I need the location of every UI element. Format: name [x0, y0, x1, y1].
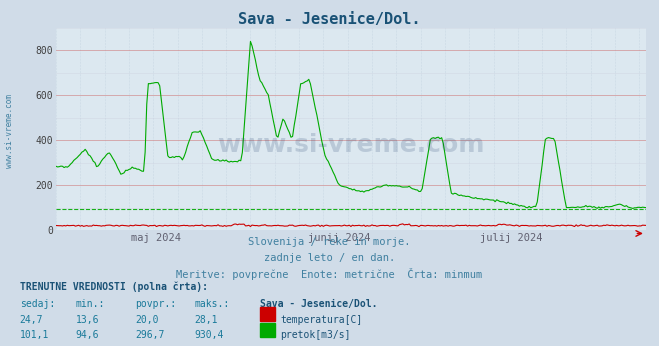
Text: Meritve: povprečne  Enote: metrične  Črta: minmum: Meritve: povprečne Enote: metrične Črta:… — [177, 268, 482, 280]
Text: 24,7: 24,7 — [20, 315, 43, 325]
Text: 94,6: 94,6 — [76, 330, 100, 340]
Text: www.si-vreme.com: www.si-vreme.com — [217, 133, 484, 157]
Text: www.si-vreme.com: www.si-vreme.com — [5, 94, 14, 169]
Text: 930,4: 930,4 — [194, 330, 224, 340]
Text: maks.:: maks.: — [194, 299, 229, 309]
Text: Sava - Jesenice/Dol.: Sava - Jesenice/Dol. — [239, 12, 420, 27]
Text: 28,1: 28,1 — [194, 315, 218, 325]
Text: pretok[m3/s]: pretok[m3/s] — [280, 330, 351, 340]
Text: min.:: min.: — [76, 299, 105, 309]
Text: 101,1: 101,1 — [20, 330, 49, 340]
Text: TRENUTNE VREDNOSTI (polna črta):: TRENUTNE VREDNOSTI (polna črta): — [20, 282, 208, 292]
Text: zadnje leto / en dan.: zadnje leto / en dan. — [264, 253, 395, 263]
Text: Sava - Jesenice/Dol.: Sava - Jesenice/Dol. — [260, 299, 378, 309]
Text: 296,7: 296,7 — [135, 330, 165, 340]
Text: 13,6: 13,6 — [76, 315, 100, 325]
Text: povpr.:: povpr.: — [135, 299, 176, 309]
Text: Slovenija / reke in morje.: Slovenija / reke in morje. — [248, 237, 411, 247]
Text: 20,0: 20,0 — [135, 315, 159, 325]
Text: temperatura[C]: temperatura[C] — [280, 315, 362, 325]
Text: sedaj:: sedaj: — [20, 299, 55, 309]
